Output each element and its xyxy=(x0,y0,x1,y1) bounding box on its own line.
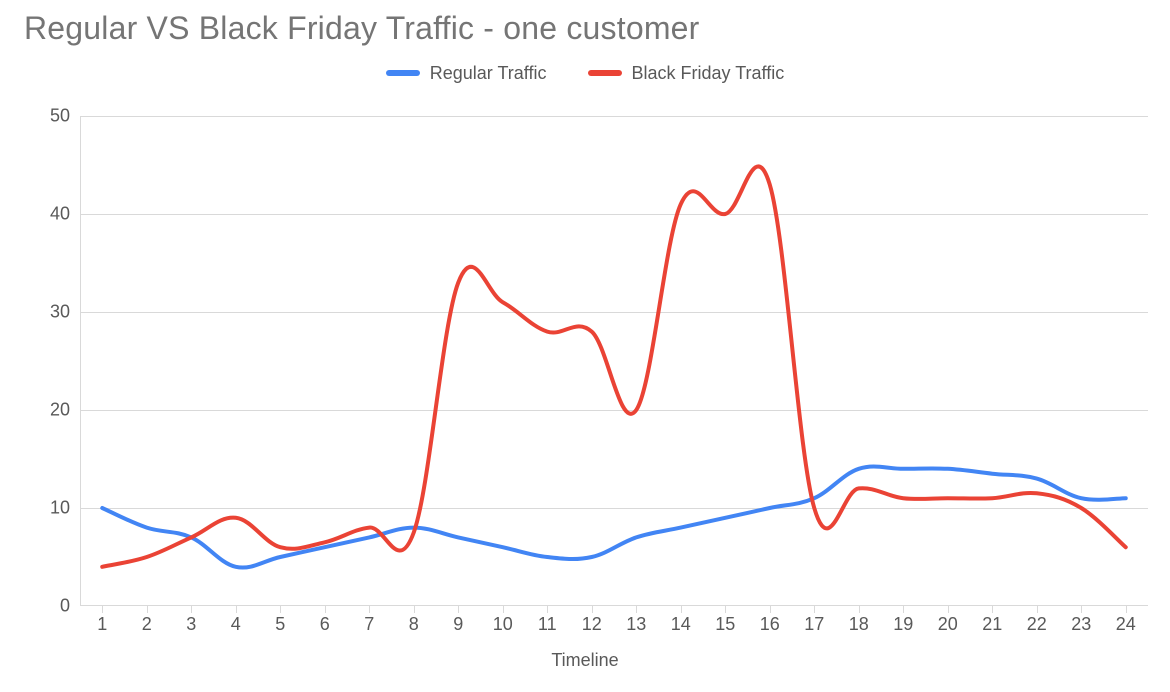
x-tick-label: 8 xyxy=(409,614,419,635)
x-tick-label: 6 xyxy=(320,614,330,635)
x-tick-mark xyxy=(903,606,904,613)
x-tick-label: 17 xyxy=(804,614,824,635)
x-tick-label: 4 xyxy=(231,614,241,635)
x-tick-mark xyxy=(859,606,860,613)
x-tick-label: 18 xyxy=(849,614,869,635)
x-tick-mark xyxy=(1081,606,1082,613)
x-tick-label: 20 xyxy=(938,614,958,635)
x-tick-mark xyxy=(681,606,682,613)
x-tick-label: 23 xyxy=(1071,614,1091,635)
x-tick-label: 10 xyxy=(493,614,513,635)
x-tick-label: 11 xyxy=(538,614,557,635)
x-tick-label: 16 xyxy=(760,614,780,635)
line-regular xyxy=(102,466,1126,567)
x-tick-mark xyxy=(1126,606,1127,613)
legend: Regular Traffic Black Friday Traffic xyxy=(0,60,1170,84)
x-tick-label: 15 xyxy=(715,614,735,635)
x-tick-label: 9 xyxy=(453,614,463,635)
y-tick-label: 40 xyxy=(50,204,70,225)
x-tick-label: 13 xyxy=(626,614,646,635)
x-tick-mark xyxy=(592,606,593,613)
chart-title: Regular VS Black Friday Traffic - one cu… xyxy=(24,10,700,47)
x-tick-mark xyxy=(280,606,281,613)
x-tick-mark xyxy=(992,606,993,613)
x-tick-mark xyxy=(503,606,504,613)
x-tick-label: 24 xyxy=(1116,614,1136,635)
x-tick-label: 3 xyxy=(186,614,196,635)
x-tick-mark xyxy=(191,606,192,613)
x-tick-mark xyxy=(102,606,103,613)
traffic-chart: Regular VS Black Friday Traffic - one cu… xyxy=(0,0,1170,692)
y-tick-label: 50 xyxy=(50,106,70,127)
line-blackfriday xyxy=(102,166,1126,566)
x-tick-label: 2 xyxy=(142,614,152,635)
y-tick-label: 20 xyxy=(50,400,70,421)
legend-item-regular: Regular Traffic xyxy=(386,63,547,84)
y-tick-label: 0 xyxy=(60,596,70,617)
lines-layer xyxy=(80,116,1148,606)
x-tick-mark xyxy=(547,606,548,613)
x-tick-label: 1 xyxy=(97,614,107,635)
x-tick-mark xyxy=(458,606,459,613)
legend-label-regular: Regular Traffic xyxy=(430,63,547,84)
x-tick-mark xyxy=(236,606,237,613)
x-tick-label: 12 xyxy=(582,614,602,635)
x-tick-label: 5 xyxy=(275,614,285,635)
x-tick-mark xyxy=(948,606,949,613)
x-tick-label: 14 xyxy=(671,614,691,635)
y-tick-label: 30 xyxy=(50,302,70,323)
legend-item-blackfriday: Black Friday Traffic xyxy=(588,63,785,84)
legend-swatch-regular xyxy=(386,70,420,76)
x-tick-label: 21 xyxy=(982,614,1002,635)
x-tick-label: 19 xyxy=(893,614,913,635)
x-axis-label: Timeline xyxy=(0,650,1170,671)
x-tick-mark xyxy=(147,606,148,613)
x-tick-label: 22 xyxy=(1027,614,1047,635)
x-tick-mark xyxy=(770,606,771,613)
plot-area: 0102030405012345678910111213141516171819… xyxy=(80,116,1148,606)
x-tick-label: 7 xyxy=(364,614,374,635)
x-tick-mark xyxy=(814,606,815,613)
x-tick-mark xyxy=(325,606,326,613)
legend-swatch-blackfriday xyxy=(588,70,622,76)
x-tick-mark xyxy=(414,606,415,613)
legend-label-blackfriday: Black Friday Traffic xyxy=(632,63,785,84)
x-tick-mark xyxy=(369,606,370,613)
x-tick-mark xyxy=(636,606,637,613)
x-tick-mark xyxy=(1037,606,1038,613)
y-tick-label: 10 xyxy=(50,498,70,519)
x-tick-mark xyxy=(725,606,726,613)
